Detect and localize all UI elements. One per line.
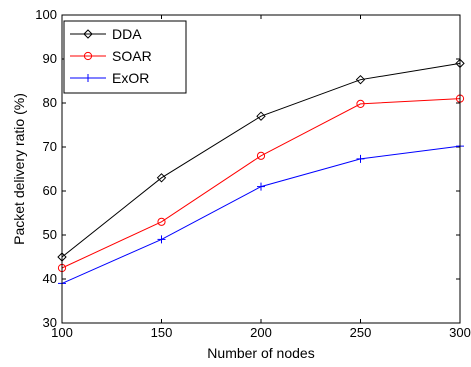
- legend-marker-soar: [83, 51, 93, 61]
- y-tick-label: 50: [43, 227, 57, 242]
- x-tick-label: 300: [449, 325, 471, 340]
- plot-area-frame: [61, 14, 461, 324]
- axis-ticks: 100 150 200 250 300 30 40 50 60 70 80 90 100: [35, 7, 471, 340]
- series-soar-point: [356, 99, 365, 108]
- series-exor: [58, 142, 464, 288]
- series-exor-point: [356, 154, 365, 163]
- x-tick-label: 150: [151, 325, 173, 340]
- series-soar-line: [61, 98, 461, 269]
- y-axis-title: Packet delivery ratio (%): [11, 93, 27, 245]
- x-tick-label: 100: [51, 325, 73, 340]
- legend-label-dda: DDA: [112, 26, 142, 42]
- x-tick-label: 250: [350, 325, 372, 340]
- legend-entry-dda: DDA: [70, 26, 142, 42]
- series-soar-point: [256, 151, 266, 160]
- series-exor-point: [157, 235, 166, 244]
- y-tick-label: 70: [43, 139, 57, 154]
- series-exor-line: [61, 145, 461, 284]
- y-tick-label: 90: [43, 51, 57, 66]
- y-tick-label: 60: [43, 183, 57, 198]
- series-dda-point: [156, 173, 167, 183]
- legend-marker-exor: [84, 74, 92, 82]
- series-layer: [57, 58, 465, 288]
- y-tick-label: 100: [35, 7, 57, 22]
- legend-label-soar: SOAR: [112, 48, 152, 64]
- x-tick-label: 200: [250, 325, 272, 340]
- series-dda-line: [61, 62, 461, 258]
- legend-marker-dda: [83, 29, 93, 39]
- series-dda-point: [256, 111, 266, 121]
- y-tick-label: 80: [43, 95, 57, 110]
- series-soar-point: [157, 217, 166, 226]
- series-dda-point: [355, 74, 366, 85]
- legend-entry-soar: SOAR: [70, 48, 152, 64]
- legend: DDA SOAR ExOR: [63, 20, 187, 94]
- legend-label-exor: ExOR: [112, 70, 149, 86]
- x-axis-title: Number of nodes: [207, 345, 314, 361]
- y-tick-label: 40: [43, 271, 57, 286]
- legend-entry-exor: ExOR: [70, 70, 149, 86]
- y-tick-label: 30: [43, 315, 57, 330]
- series-exor-point: [257, 182, 265, 191]
